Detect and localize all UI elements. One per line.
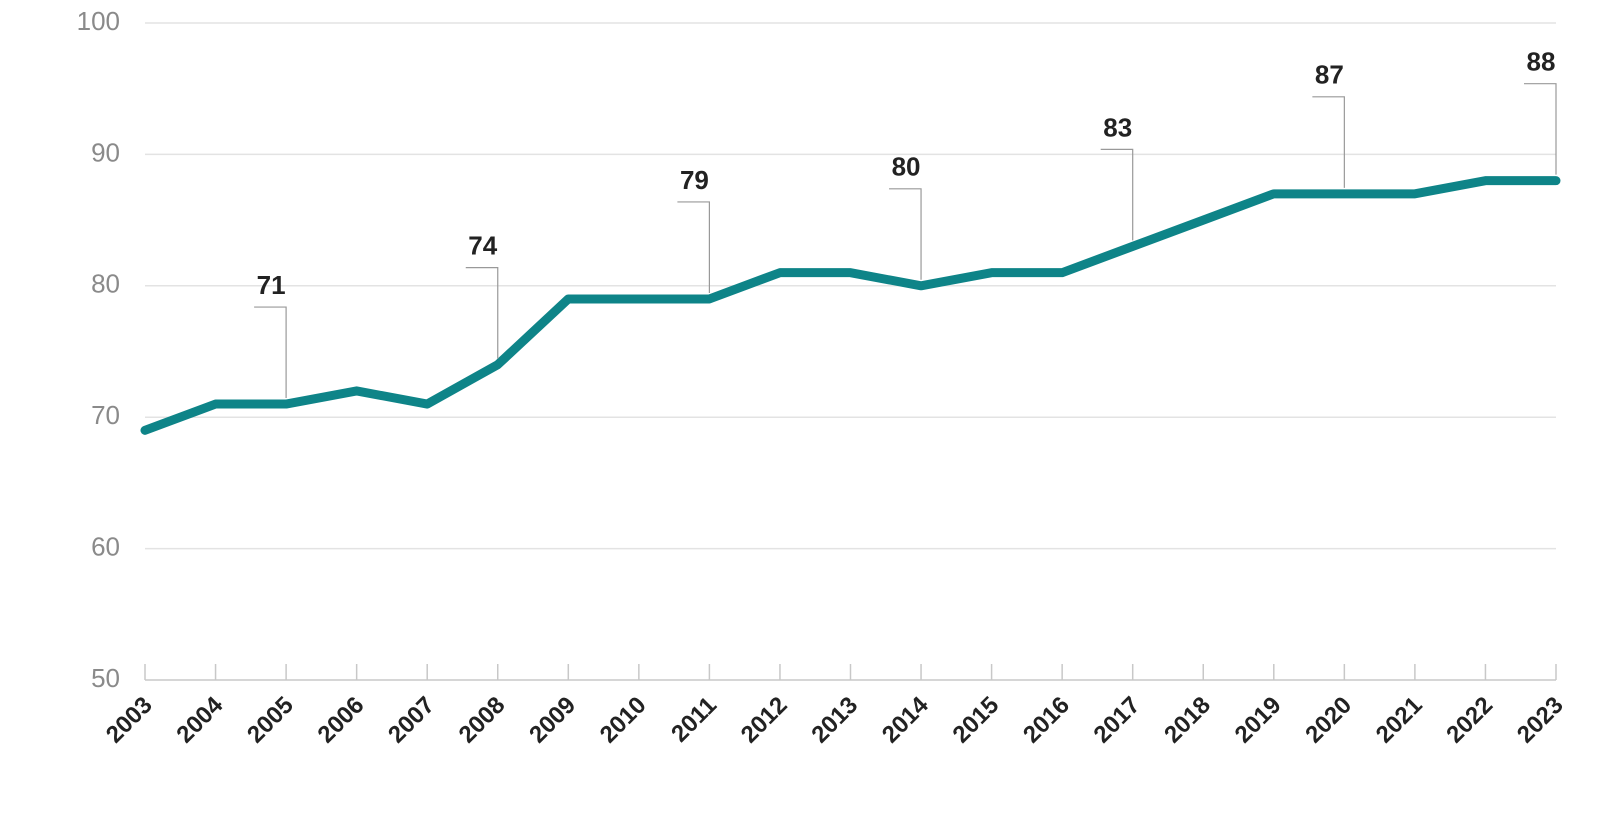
value-label: 87	[1315, 60, 1344, 90]
x-tick-label: 2020	[1300, 692, 1357, 749]
value-label: 80	[892, 152, 921, 182]
value-label: 83	[1103, 112, 1132, 142]
x-tick-label: 2006	[313, 692, 370, 749]
x-tick-label: 2022	[1441, 692, 1498, 749]
x-tick-label: 2009	[524, 692, 581, 749]
value-label: 74	[468, 231, 497, 261]
y-tick-label: 90	[91, 137, 120, 167]
x-tick-label: 2010	[595, 692, 652, 749]
leader-line	[465, 267, 499, 359]
y-tick-label: 70	[91, 400, 120, 430]
y-tick-label: 80	[91, 269, 120, 299]
x-tick-label: 2023	[1512, 692, 1569, 749]
leader-line	[1312, 96, 1345, 188]
x-tick-label: 2013	[806, 692, 863, 749]
leader-line	[1100, 148, 1134, 241]
value-label: 79	[680, 165, 709, 195]
y-tick-label: 50	[91, 663, 120, 693]
x-tick-label: 2008	[454, 692, 511, 749]
leader-line	[254, 306, 287, 399]
x-tick-label: 2021	[1371, 692, 1428, 749]
x-tick-label: 2011	[666, 692, 722, 748]
value-label: 71	[257, 270, 286, 300]
leader-line	[889, 188, 922, 280]
x-tick-label: 2003	[101, 692, 158, 749]
x-tick-label: 2019	[1230, 692, 1287, 749]
x-tick-label: 2012	[736, 692, 793, 749]
x-tick-label: 2007	[383, 692, 440, 749]
x-tick-label: 2016	[1018, 692, 1075, 749]
x-tick-label: 2005	[242, 692, 299, 749]
value-label: 88	[1527, 47, 1556, 77]
data-line	[140, 176, 1561, 435]
x-tick-label: 2015	[947, 692, 1004, 749]
x-tick-label: 2014	[877, 691, 934, 748]
x-tick-label: 2017	[1089, 692, 1146, 749]
leader-line	[677, 201, 710, 293]
x-tick-label: 2018	[1159, 692, 1216, 749]
leader-line	[1524, 83, 1557, 175]
y-tick-label: 60	[91, 531, 120, 561]
y-tick-label: 100	[77, 6, 120, 36]
x-tick-label: 2004	[171, 691, 228, 748]
